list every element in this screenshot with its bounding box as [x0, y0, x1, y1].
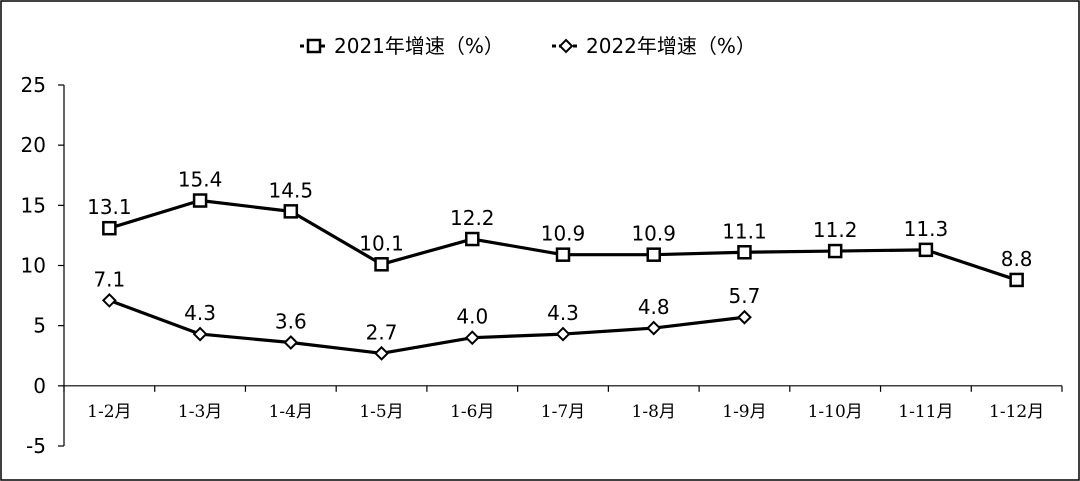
- data-point-diamond: [737, 309, 752, 325]
- data-point-diamond: [555, 326, 571, 342]
- data-point-square: [737, 245, 752, 260]
- x-tick-label: 1-6月: [450, 402, 494, 422]
- data-label: 15.4: [178, 168, 223, 192]
- legend-diamond-marker: [558, 38, 574, 54]
- data-label: 3.6: [275, 310, 307, 334]
- y-tick-label: 20: [21, 133, 46, 157]
- series-layer: 13.1 15.4 14.5 10.1 12.2 10.9 10.9 11.1 11.2 11.3…: [87, 168, 1033, 361]
- x-tick-label: 1-10月: [808, 402, 863, 422]
- x-tick-label: 1-7月: [541, 402, 585, 422]
- data-point-square: [827, 243, 843, 259]
- data-point-square: [283, 204, 299, 219]
- data-label: 11.3: [904, 217, 949, 241]
- x-tick-label: 1-11月: [898, 402, 953, 422]
- data-label: 11.1: [722, 219, 767, 243]
- data-label: 7.1: [93, 267, 125, 291]
- data-label: 14.5: [269, 178, 314, 202]
- data-label: 11.2: [813, 218, 858, 242]
- data-label: 13.1: [87, 195, 132, 219]
- legend-square-marker: [306, 38, 322, 54]
- x-tick-label: 1-12月: [989, 402, 1044, 422]
- data-point-square: [1009, 272, 1024, 288]
- y-tick-label: 10: [21, 254, 46, 278]
- y-tick-label: 15: [21, 193, 46, 217]
- data-point-diamond: [101, 292, 117, 308]
- data-point-square: [374, 257, 389, 272]
- data-label: 5.7: [729, 284, 761, 308]
- data-label: 4.3: [547, 301, 579, 325]
- data-label: 12.2: [450, 206, 495, 230]
- data-label: 8.8: [1001, 247, 1033, 271]
- x-tick-label: 1-8月: [632, 402, 676, 422]
- data-label: 10.1: [359, 231, 404, 255]
- y-tick-label: 25: [21, 73, 46, 97]
- series-2021: 13.1 15.4 14.5 10.1 12.2 10.9 10.9 11.1 11.2 11.3…: [87, 168, 1033, 288]
- legend-item-2021: 2021年增速（%）: [300, 34, 504, 58]
- data-point-diamond: [283, 335, 299, 350]
- data-point-square: [465, 231, 480, 247]
- x-tick-label: 1-9月: [722, 402, 766, 422]
- data-label: 4.8: [638, 295, 670, 319]
- y-tick-label: 0: [33, 374, 46, 398]
- data-label: 4.0: [456, 305, 488, 329]
- data-label: 10.9: [631, 222, 676, 246]
- x-tick-label: 1-5月: [359, 402, 403, 422]
- data-point-square: [555, 247, 571, 262]
- data-label: 2.7: [366, 320, 398, 344]
- legend: 2021年增速（%） 2022年增速（%）: [300, 34, 756, 58]
- x-tick-label: 1-4月: [269, 402, 313, 422]
- data-point-square: [102, 220, 117, 236]
- legend-label-2021: 2021年增速（%）: [334, 34, 504, 58]
- data-point-square: [646, 247, 661, 262]
- series-2022: 7.1 4.3 3.6 2.7 4.0 4.3 4.8 5.7: [93, 267, 761, 361]
- data-point-diamond: [646, 320, 662, 336]
- x-axis: 1-2月 1-3月 1-4月 1-5月 1-6月 1-7月 1-8月 1-9月 1-10月 1-1…: [63, 385, 1063, 422]
- y-tick-label: 5: [33, 314, 46, 338]
- series-line: [108, 298, 745, 355]
- x-tick-label: 1-3月: [178, 402, 222, 422]
- data-point-square: [192, 193, 208, 208]
- data-point-diamond: [464, 330, 480, 346]
- x-tick-label: 1-2月: [87, 402, 131, 422]
- data-label: 10.9: [541, 222, 586, 246]
- data-point-diamond: [192, 326, 208, 342]
- legend-label-2022: 2022年增速（%）: [586, 34, 756, 58]
- data-point-square: [918, 242, 934, 258]
- legend-item-2022: 2022年增速（%）: [552, 34, 756, 58]
- data-point-diamond: [374, 345, 389, 361]
- y-tick-label: -5: [26, 434, 46, 458]
- data-label: 4.3: [184, 301, 216, 325]
